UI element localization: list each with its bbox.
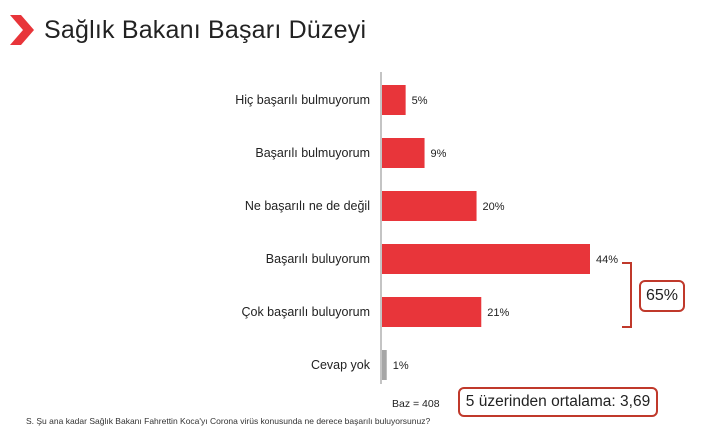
bar [382, 244, 590, 274]
value-label: 1% [393, 360, 409, 372]
bar [382, 350, 387, 380]
category-label: Cevap yok [311, 358, 371, 372]
bar [382, 85, 406, 115]
category-label: Çok başarılı buluyorum [241, 305, 370, 319]
category-label: Hiç başarılı bulmuyorum [235, 93, 370, 107]
value-label: 20% [483, 201, 505, 213]
base-count-label: Baz = 408 [392, 398, 440, 410]
bracket-bottom-arm [622, 326, 632, 328]
category-label: Başarılı buluyorum [266, 252, 370, 266]
category-label: Başarılı bulmuyorum [255, 146, 370, 160]
value-label: 9% [431, 148, 447, 160]
value-label: 5% [412, 95, 428, 107]
title-area: Sağlık Bakanı Başarı Düzeyi [10, 12, 366, 48]
bracket-top-arm [622, 262, 632, 264]
footnote-question: S. Şu ana kadar Sağlık Bakanı Fahrettin … [26, 416, 431, 426]
chevron-right-icon [10, 15, 34, 45]
bar [382, 191, 477, 221]
bracket-vertical [630, 262, 632, 328]
value-label: 44% [596, 254, 618, 266]
bar [382, 138, 425, 168]
bar [382, 297, 482, 327]
page-title: Sağlık Bakanı Başarı Düzeyi [44, 15, 367, 44]
category-label: Ne başarılı ne de değil [245, 199, 370, 213]
value-label: 21% [487, 307, 509, 319]
bracket-total-box: 65% [639, 280, 685, 312]
average-score-box: 5 üzerinden ortalama: 3,69 [458, 387, 658, 417]
